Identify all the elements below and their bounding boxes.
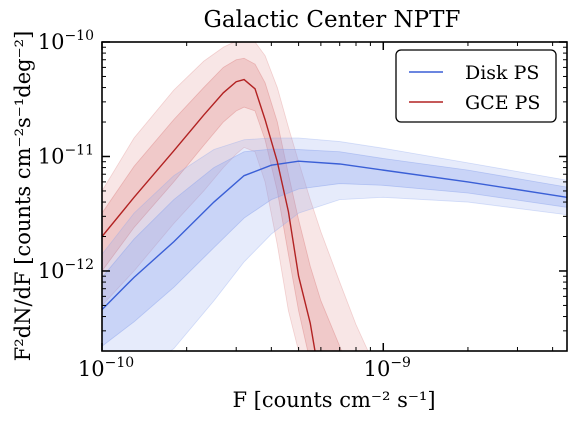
- y-tick-label: 10−11: [38, 142, 94, 168]
- y-axis-label: F²dN/dF [counts cm⁻²s⁻¹deg⁻²]: [11, 31, 35, 362]
- y-tick-label: 10−10: [38, 28, 94, 54]
- chart-title: Galactic Center NPTF: [204, 7, 461, 33]
- plot-frame: [101, 41, 568, 352]
- tick-labels: 10−10 10−9 10−10 10−11 10−12: [38, 28, 411, 381]
- legend-label-gce-ps: GCE PS: [465, 92, 540, 114]
- x-tick-label: 10−9: [364, 355, 411, 381]
- x-tick-label: 10−10: [78, 355, 134, 381]
- legend-label-disk-ps: Disk PS: [465, 62, 539, 84]
- y-tick-label: 10−12: [38, 257, 94, 283]
- axis-ticks: [101, 41, 567, 352]
- gce-ps-band-68: [102, 57, 343, 351]
- x-axis-label: F [counts cm⁻² s⁻¹]: [232, 388, 435, 412]
- legend: Disk PS GCE PS: [395, 49, 557, 123]
- plot-area: [102, 42, 567, 351]
- legend-box: [395, 49, 557, 123]
- gce-ps-median-line: [102, 78, 316, 351]
- disk-ps-median-line: [102, 160, 567, 311]
